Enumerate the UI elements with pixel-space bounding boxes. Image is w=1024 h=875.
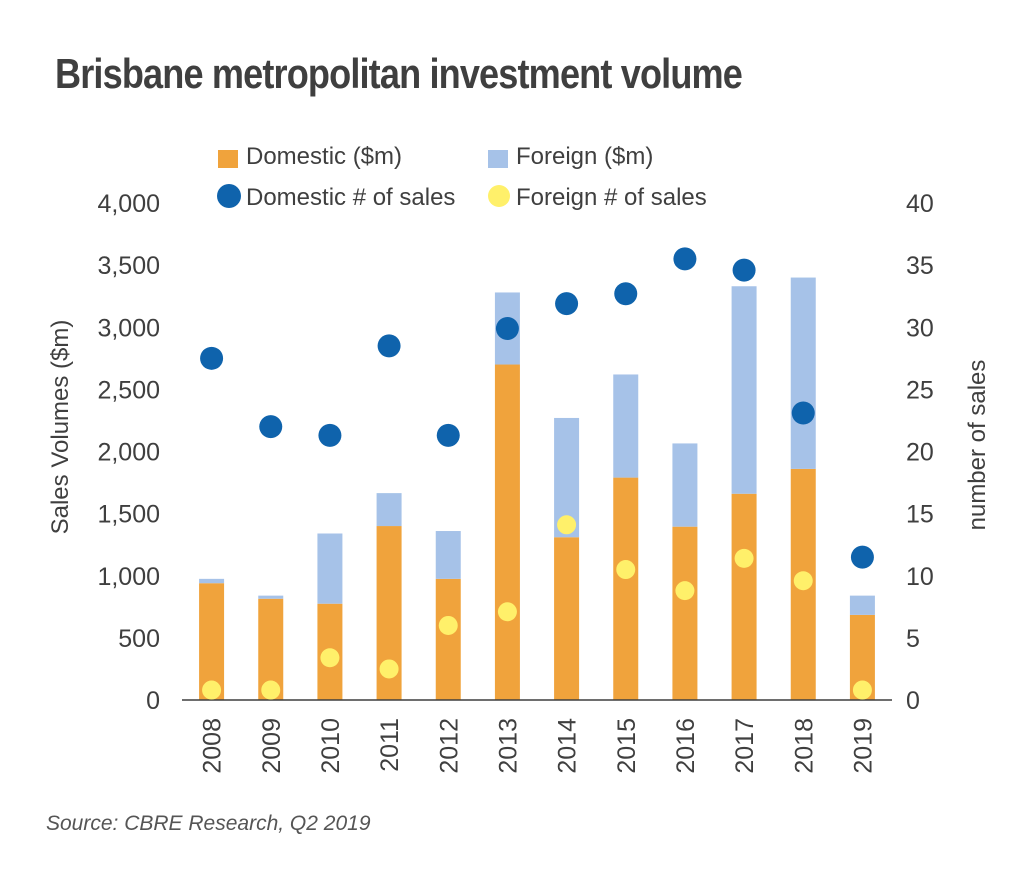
- x-tick-label: 2012: [435, 718, 463, 774]
- right-tick-label: 30: [906, 314, 934, 342]
- left-tick-label: 3,000: [97, 314, 160, 342]
- point-foreign-sales: [497, 602, 517, 622]
- right-tick-label: 15: [906, 501, 934, 529]
- bar-foreign: [376, 493, 402, 527]
- legend-marker-domestic-sales: [217, 184, 241, 208]
- point-foreign-sales: [438, 615, 458, 635]
- scatter-points: [200, 247, 874, 700]
- y-axis-right-title: number of sales: [964, 360, 991, 531]
- left-axis-ticks: 0 500 1,000 1,500 2,000 2,500 3,000 3,500 4,000: [97, 190, 160, 715]
- legend-label-domestic-sales: Domestic # of sales: [246, 184, 455, 211]
- bar-domestic: [613, 477, 639, 700]
- x-tick-label: 2010: [317, 718, 345, 774]
- bar-foreign: [790, 277, 816, 469]
- point-foreign-sales: [557, 515, 577, 535]
- legend-label-foreign-bar: Foreign ($m): [516, 143, 653, 170]
- left-tick-label: 1,500: [97, 501, 160, 529]
- point-domestic-sales: [555, 292, 579, 316]
- point-foreign-sales: [675, 581, 695, 601]
- bar-domestic: [731, 493, 757, 700]
- left-tick-label: 4,000: [97, 190, 160, 218]
- point-domestic-sales: [318, 423, 342, 447]
- bar-foreign: [435, 531, 461, 579]
- legend-swatch-foreign-bar: [488, 150, 508, 168]
- x-tick-label: 2011: [376, 718, 404, 772]
- left-tick-label: 0: [146, 687, 160, 715]
- left-tick-label: 2,000: [97, 439, 160, 467]
- point-domestic-sales: [436, 423, 460, 447]
- x-tick-label: 2016: [672, 718, 700, 774]
- point-foreign-sales: [202, 680, 222, 700]
- right-tick-label: 5: [906, 625, 920, 653]
- bar-domestic: [672, 526, 698, 700]
- x-tick-label: 2018: [790, 718, 818, 774]
- bar-foreign: [849, 595, 875, 615]
- right-tick-label: 0: [906, 687, 920, 715]
- right-tick-label: 35: [906, 252, 934, 280]
- right-tick-label: 40: [906, 190, 934, 218]
- bar-domestic: [435, 578, 461, 700]
- x-tick-label: 2013: [494, 718, 522, 774]
- point-foreign-sales: [793, 571, 813, 591]
- legend-swatch-domestic-bar: [218, 150, 238, 168]
- point-foreign-sales: [379, 659, 399, 679]
- bar-foreign: [731, 286, 757, 494]
- x-tick-label: 2015: [613, 718, 641, 774]
- bar-domestic: [494, 364, 520, 700]
- point-domestic-sales: [495, 316, 519, 340]
- legend-marker-foreign-sales: [488, 185, 510, 207]
- y-axis-title: Sales Volumes ($m): [47, 320, 74, 535]
- bar-domestic: [199, 583, 225, 700]
- right-tick-label: 10: [906, 563, 934, 591]
- bar-foreign: [317, 533, 343, 604]
- left-tick-label: 3,500: [97, 252, 160, 280]
- left-tick-label: 2,500: [97, 376, 160, 404]
- point-domestic-sales: [200, 346, 224, 370]
- point-foreign-sales: [261, 680, 281, 700]
- point-foreign-sales: [734, 548, 754, 568]
- right-tick-label: 20: [906, 439, 934, 467]
- legend: Domestic ($m) Foreign ($m) Domestic # of…: [217, 143, 707, 211]
- point-foreign-sales: [320, 648, 340, 668]
- legend-label-foreign-sales: Foreign # of sales: [516, 184, 707, 211]
- x-tick-label: 2008: [199, 718, 227, 774]
- bars: [199, 277, 875, 700]
- bar-foreign: [199, 578, 225, 584]
- chart-title: Brisbane metropolitan investment volume: [55, 50, 743, 97]
- bar-foreign: [613, 374, 639, 478]
- point-foreign-sales: [852, 680, 872, 700]
- right-axis-ticks: 0 5 10 15 20 25 30 35 40: [906, 190, 934, 715]
- left-tick-label: 1,000: [97, 563, 160, 591]
- point-domestic-sales: [850, 545, 874, 569]
- point-domestic-sales: [791, 401, 815, 425]
- right-tick-label: 25: [906, 376, 934, 404]
- x-tick-label: 2009: [258, 718, 286, 774]
- point-domestic-sales: [377, 334, 401, 358]
- bar-foreign: [258, 595, 284, 599]
- point-domestic-sales: [732, 258, 756, 282]
- source-note: Source: CBRE Research, Q2 2019: [46, 812, 371, 835]
- bar-domestic: [554, 537, 580, 700]
- x-axis-ticks: 2008 2009 2010 2011 2012 2013 2014 2015 2016 2017…: [199, 718, 878, 774]
- point-domestic-sales: [614, 282, 638, 306]
- point-domestic-sales: [673, 247, 697, 271]
- point-domestic-sales: [259, 415, 283, 439]
- point-foreign-sales: [616, 560, 636, 580]
- bar-foreign: [672, 443, 698, 527]
- x-tick-label: 2019: [849, 718, 877, 774]
- legend-label-domestic-bar: Domestic ($m): [246, 143, 402, 170]
- x-tick-label: 2017: [731, 718, 759, 774]
- left-tick-label: 500: [118, 625, 160, 653]
- x-tick-label: 2014: [554, 718, 582, 774]
